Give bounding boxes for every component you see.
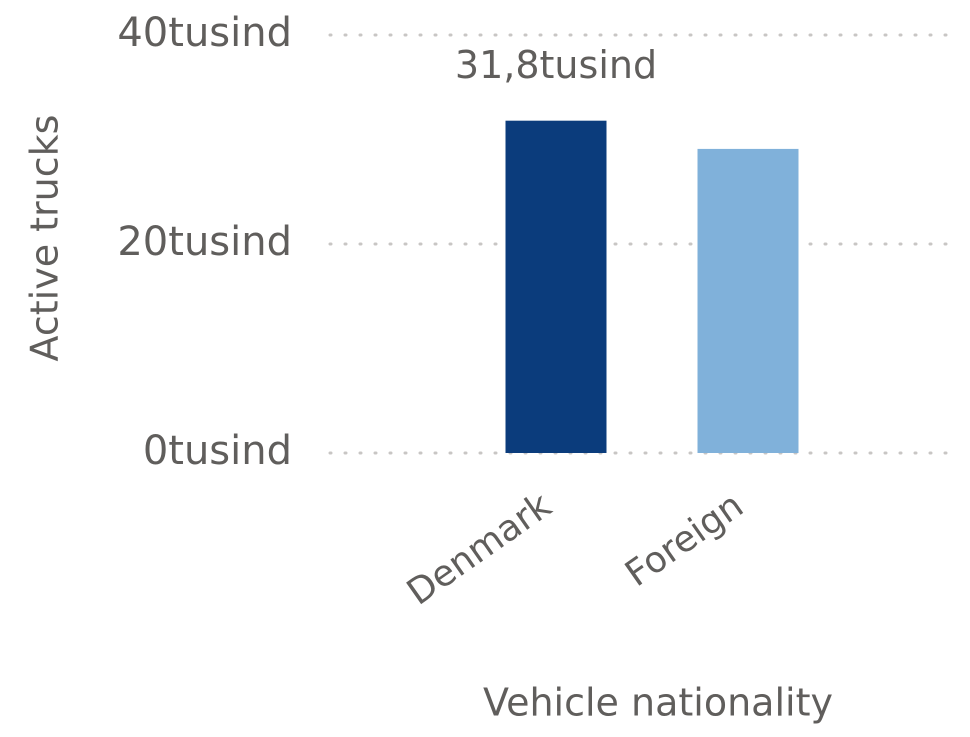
x-tick-label: Foreign xyxy=(618,485,751,595)
x-tick-label: Denmark xyxy=(400,485,559,614)
x-axis-title: Vehicle nationality xyxy=(483,681,833,725)
y-tick-label: 0tusind xyxy=(143,428,292,474)
bar xyxy=(505,120,607,453)
y-tick-label: 20tusind xyxy=(117,219,292,265)
data-label: 31,8tusind xyxy=(455,43,657,87)
y-tick-label: 40tusind xyxy=(117,10,292,56)
bar xyxy=(697,148,799,453)
y-axis-title: Active trucks xyxy=(23,115,67,362)
